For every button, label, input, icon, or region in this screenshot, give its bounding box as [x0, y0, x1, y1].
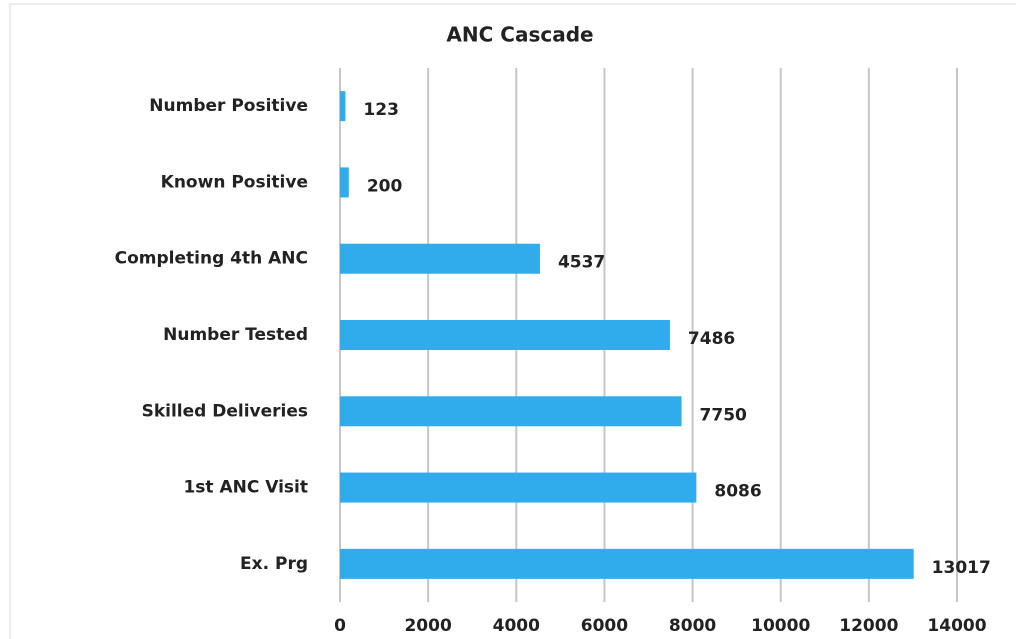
chart-border [9, 3, 1016, 639]
bar [340, 167, 349, 198]
bar [340, 243, 540, 274]
value-label: 8086 [714, 482, 761, 502]
x-tick-label: 12000 [839, 616, 898, 636]
value-label: 4537 [558, 253, 605, 273]
y-tick-label: Ex. Prg [240, 554, 308, 574]
bar [340, 472, 697, 503]
y-tick-label: Skilled Deliveries [142, 401, 308, 421]
y-tick-label: Known Positive [161, 172, 308, 192]
value-label: 123 [363, 100, 399, 120]
y-tick-label: Completing 4th ANC [115, 249, 308, 269]
bar [340, 548, 914, 579]
bar [340, 320, 670, 350]
bar [340, 396, 682, 427]
x-tick-label: 10000 [751, 616, 810, 636]
x-tick-label: 2000 [404, 616, 451, 636]
chart-title: ANC Cascade [446, 23, 593, 47]
value-label: 200 [367, 176, 403, 196]
x-tick-label: 14000 [927, 616, 986, 636]
x-tick-label: 0 [334, 616, 346, 636]
bar [340, 91, 346, 122]
x-tick-label: 4000 [493, 616, 540, 636]
value-label: 7750 [700, 405, 747, 425]
y-tick-label: 1st ANC Visit [183, 478, 308, 498]
y-tick-label: Number Tested [163, 325, 308, 345]
value-label: 7486 [688, 329, 735, 349]
value-label: 13017 [932, 558, 991, 578]
x-tick-label: 8000 [669, 616, 716, 636]
y-tick-label: Number Positive [149, 96, 308, 116]
x-tick-label: 6000 [581, 616, 628, 636]
